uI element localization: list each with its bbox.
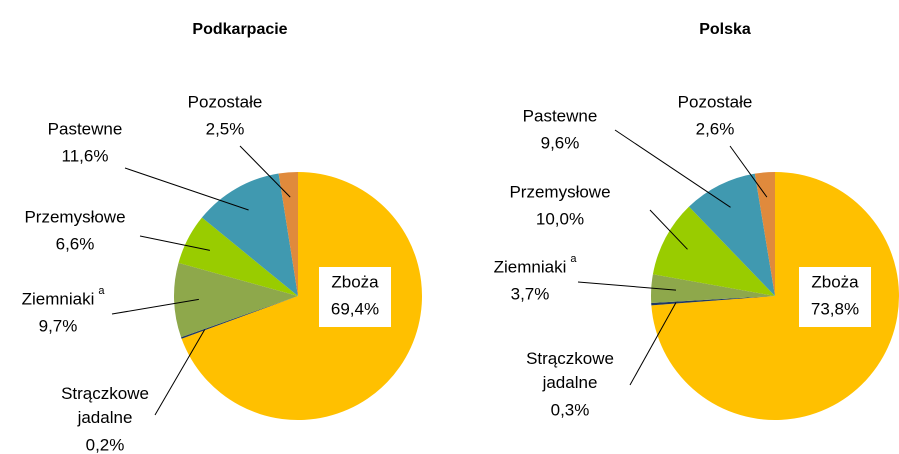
footnote-mark: a bbox=[570, 253, 577, 265]
pie-slice bbox=[178, 217, 298, 296]
slice-label: Pozostałe bbox=[678, 92, 753, 111]
label-line: jadalne bbox=[542, 373, 598, 392]
value-label: 2,6% bbox=[696, 119, 735, 138]
value-label: 3,7% bbox=[511, 284, 550, 303]
pie-slice bbox=[651, 296, 775, 306]
slice-label: Zboża bbox=[331, 272, 379, 291]
pie-slice bbox=[174, 262, 298, 338]
leader-line bbox=[139, 235, 210, 251]
slice-label: Przemysłowe bbox=[24, 207, 125, 226]
label-line: jadalne bbox=[77, 408, 133, 427]
value-label: 2,5% bbox=[206, 119, 245, 138]
pie-slice bbox=[754, 172, 775, 296]
value-label: 11,6% bbox=[62, 146, 109, 165]
value-label: 0,2% bbox=[86, 435, 125, 454]
slice-label: Przemysłowe bbox=[509, 182, 610, 201]
leader-line bbox=[111, 298, 199, 315]
value-label: 69,4% bbox=[331, 299, 379, 318]
pie-slice bbox=[181, 172, 422, 421]
leader-line bbox=[649, 209, 688, 250]
pie-slice bbox=[652, 206, 775, 296]
value-label: 9,6% bbox=[541, 133, 580, 152]
slice-label: Ziemniaki bbox=[494, 257, 567, 276]
value-label: 73,8% bbox=[811, 299, 859, 318]
chart-title: Podkarpacie bbox=[192, 21, 287, 38]
label-line: Strączkowe bbox=[61, 384, 149, 403]
value-label: 10,0% bbox=[536, 209, 584, 228]
leader-line bbox=[124, 167, 249, 211]
label-box bbox=[319, 267, 391, 327]
pie-slice bbox=[278, 172, 298, 296]
value-label: 9,7% bbox=[39, 316, 78, 335]
leader-line bbox=[729, 145, 768, 198]
pie-slice bbox=[201, 173, 298, 296]
slice-label: Ziemniaki bbox=[22, 289, 95, 308]
leader-line bbox=[614, 129, 731, 208]
pie-slice bbox=[688, 173, 775, 296]
label-box bbox=[799, 267, 871, 327]
footnote-mark: a bbox=[98, 285, 105, 297]
chart-title: Polska bbox=[699, 21, 751, 38]
leader-line bbox=[154, 329, 206, 416]
leader-line bbox=[577, 281, 677, 291]
slice-label: Pozostałe bbox=[188, 92, 263, 111]
pie-slice bbox=[650, 274, 775, 304]
leader-line bbox=[629, 302, 677, 386]
slice-label: Zboża bbox=[811, 272, 859, 291]
value-label: 0,3% bbox=[551, 400, 590, 419]
slice-label: Pastewne bbox=[48, 119, 123, 138]
value-label: 6,6% bbox=[56, 234, 95, 253]
label-line: Strączkowe bbox=[526, 349, 614, 368]
pie-slice bbox=[651, 172, 899, 420]
slice-label: Pastewne bbox=[523, 106, 598, 125]
slice-label: Strączkowe jadalne bbox=[61, 384, 149, 427]
slice-label: Strączkowe jadalne bbox=[526, 349, 614, 392]
leader-line bbox=[239, 145, 291, 198]
pie-slice bbox=[181, 296, 298, 339]
